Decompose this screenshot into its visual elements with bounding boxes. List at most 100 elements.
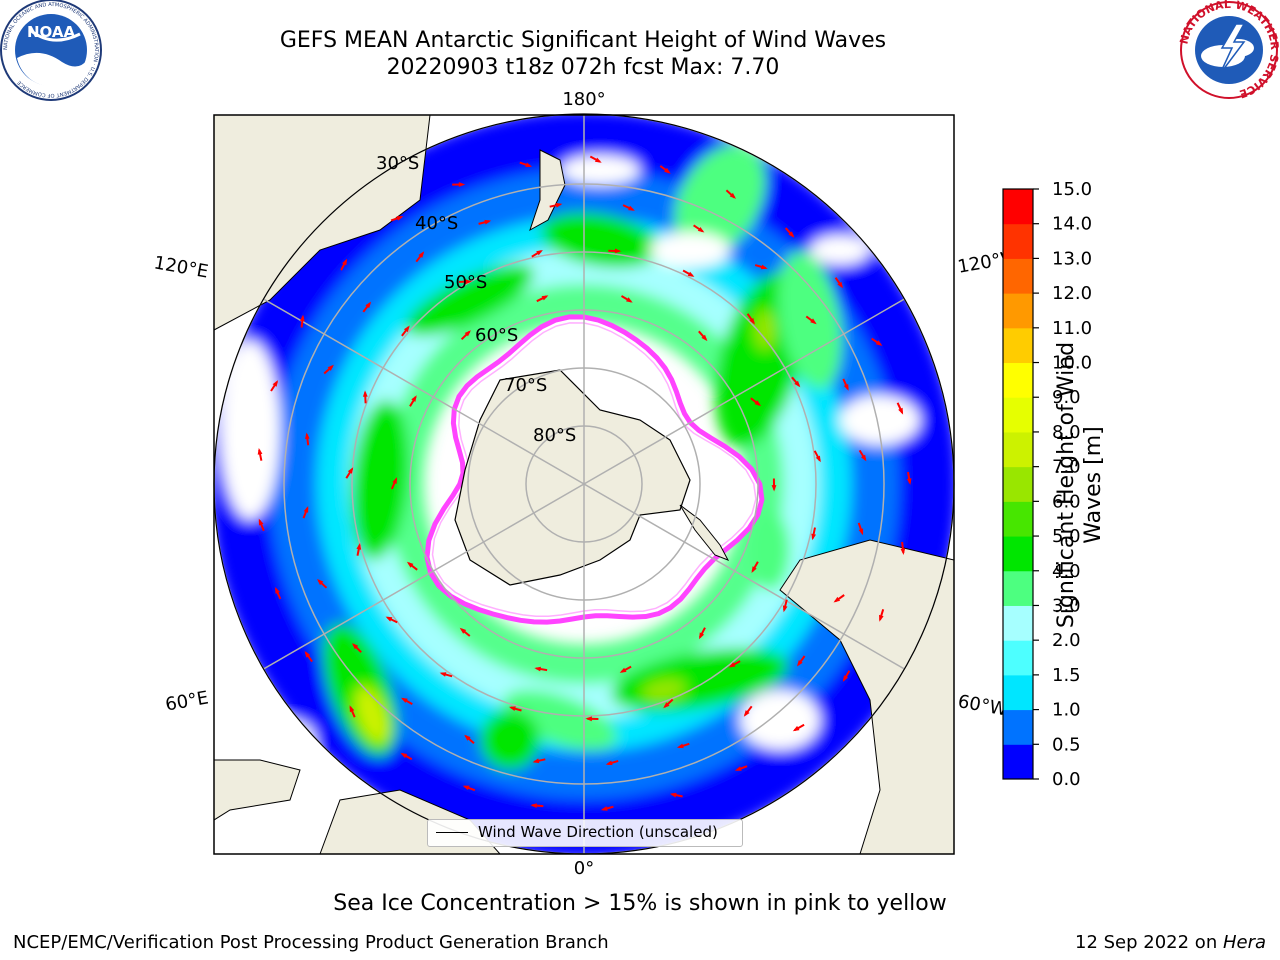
map-boundary <box>213 113 955 855</box>
direction-arrow <box>600 805 614 811</box>
direction-arrow <box>257 448 263 461</box>
direction-arrow <box>871 337 883 346</box>
chart-subtitle: 20220903 t18z 072h fcst Max: 7.70 <box>386 55 780 80</box>
direction-arrow <box>833 594 845 603</box>
direction-arrow <box>792 723 805 732</box>
lon-label-120w: 120°W <box>956 247 1020 278</box>
direction-arrow <box>771 478 777 492</box>
map-legend: Wind Wave Direction (unscaled) <box>427 819 743 847</box>
direction-arrow <box>340 258 348 271</box>
lon-label-60e: 60°E <box>164 687 210 715</box>
direction-arrow <box>879 609 885 622</box>
direction-arrow <box>458 279 472 285</box>
wind-wave-direction-arrows <box>257 155 912 811</box>
sea-ice-note: Sea Ice Concentration > 15% is shown in … <box>333 891 947 916</box>
lon-label-120e: 120°E <box>152 252 210 282</box>
direction-arrow <box>536 295 549 303</box>
direction-arrow <box>791 376 801 388</box>
colorbar-label: Significant Height of Wind Waves [m] <box>1054 341 1106 629</box>
direction-arrow <box>620 295 633 303</box>
direction-arrow <box>858 449 867 462</box>
date-text: 12 Sep 2022 on <box>1075 932 1223 953</box>
direction-arrow <box>663 698 674 709</box>
machine-name: Hera <box>1222 932 1266 953</box>
direction-arrow <box>676 742 690 749</box>
direction-arrow <box>784 227 795 238</box>
lon-label-0: 0° <box>574 858 594 879</box>
direction-arrow <box>811 527 816 541</box>
direction-arrow <box>390 216 404 222</box>
direction-arrow <box>797 655 806 667</box>
direction-arrow <box>385 616 398 624</box>
graticule <box>214 114 954 854</box>
noaa-logo-text: NOAA <box>27 23 76 41</box>
direction-arrow <box>464 734 475 745</box>
direction-arrow <box>669 792 683 798</box>
direction-arrow <box>549 202 563 208</box>
direction-arrow <box>356 543 362 556</box>
direction-arrow <box>302 506 309 519</box>
meridian-line <box>214 223 585 485</box>
direction-arrow <box>258 518 265 532</box>
direction-arrow <box>782 599 788 613</box>
direction-arrow <box>390 477 398 490</box>
direction-arrow <box>317 579 328 589</box>
direction-arrow <box>743 705 753 717</box>
direction-arrow <box>900 541 906 555</box>
lat-label-80s: 80°S <box>533 425 576 446</box>
direction-arrow <box>842 670 851 682</box>
lat-label-40s: 40°S <box>415 213 458 234</box>
direction-arrow <box>362 390 368 404</box>
national-weather-service-logo-icon: NATIONAL WEATHER SERVICE <box>1178 0 1280 101</box>
direction-arrow <box>857 522 864 536</box>
direction-arrow <box>754 264 768 270</box>
direction-arrow <box>605 759 619 766</box>
lat-label-70s: 70°S <box>504 375 547 396</box>
direction-arrow <box>345 467 354 479</box>
direction-arrow <box>519 161 533 168</box>
direction-arrow <box>401 697 413 705</box>
lon-label-180: 180° <box>562 89 605 110</box>
meridian-line <box>214 483 585 745</box>
direction-arrow <box>834 277 843 289</box>
direction-arrow <box>698 330 708 342</box>
direction-arrow <box>362 301 372 313</box>
direction-arrow <box>699 627 706 640</box>
direction-arrow <box>460 330 471 341</box>
direction-arrow <box>323 364 334 375</box>
direction-arrow <box>530 803 544 808</box>
legend-label: Wind Wave Direction (unscaled) <box>478 823 718 841</box>
direction-arrow <box>682 269 695 277</box>
direction-arrow <box>589 155 602 163</box>
direction-arrow <box>622 204 635 211</box>
direction-arrow <box>728 660 741 668</box>
direction-arrow <box>805 315 817 325</box>
direction-arrow <box>304 651 313 663</box>
direction-arrow <box>439 672 453 678</box>
direction-arrow <box>349 705 356 718</box>
meridian-line <box>583 223 954 485</box>
credit-text: NCEP/EMC/Verification Post Processing Pr… <box>13 932 609 953</box>
direction-arrow <box>462 785 476 792</box>
legend-line-swatch <box>436 832 468 833</box>
direction-arrow <box>534 666 548 672</box>
lon-label-60w: 60°W <box>956 691 1009 720</box>
direction-arrow <box>734 765 748 771</box>
direction-arrow <box>352 643 362 653</box>
direction-arrow <box>813 450 821 463</box>
date-stamp: 12 Sep 2022 on Hera <box>1075 932 1266 953</box>
direction-arrow <box>659 165 671 174</box>
lat-label-50s: 50°S <box>444 272 487 293</box>
direction-arrow <box>725 189 736 199</box>
noaa-logo-icon: NOAA NATIONAL OCEANIC AND ATMOSPHERIC AD… <box>0 0 102 101</box>
direction-arrow <box>300 314 305 328</box>
direction-arrow <box>842 378 849 391</box>
direction-arrow <box>459 627 471 637</box>
direction-arrow <box>270 380 279 392</box>
direction-arrow <box>401 325 410 337</box>
meridian-line <box>583 483 954 745</box>
direction-arrow <box>531 250 543 258</box>
direction-arrow <box>619 665 632 673</box>
direction-arrow <box>478 219 492 225</box>
